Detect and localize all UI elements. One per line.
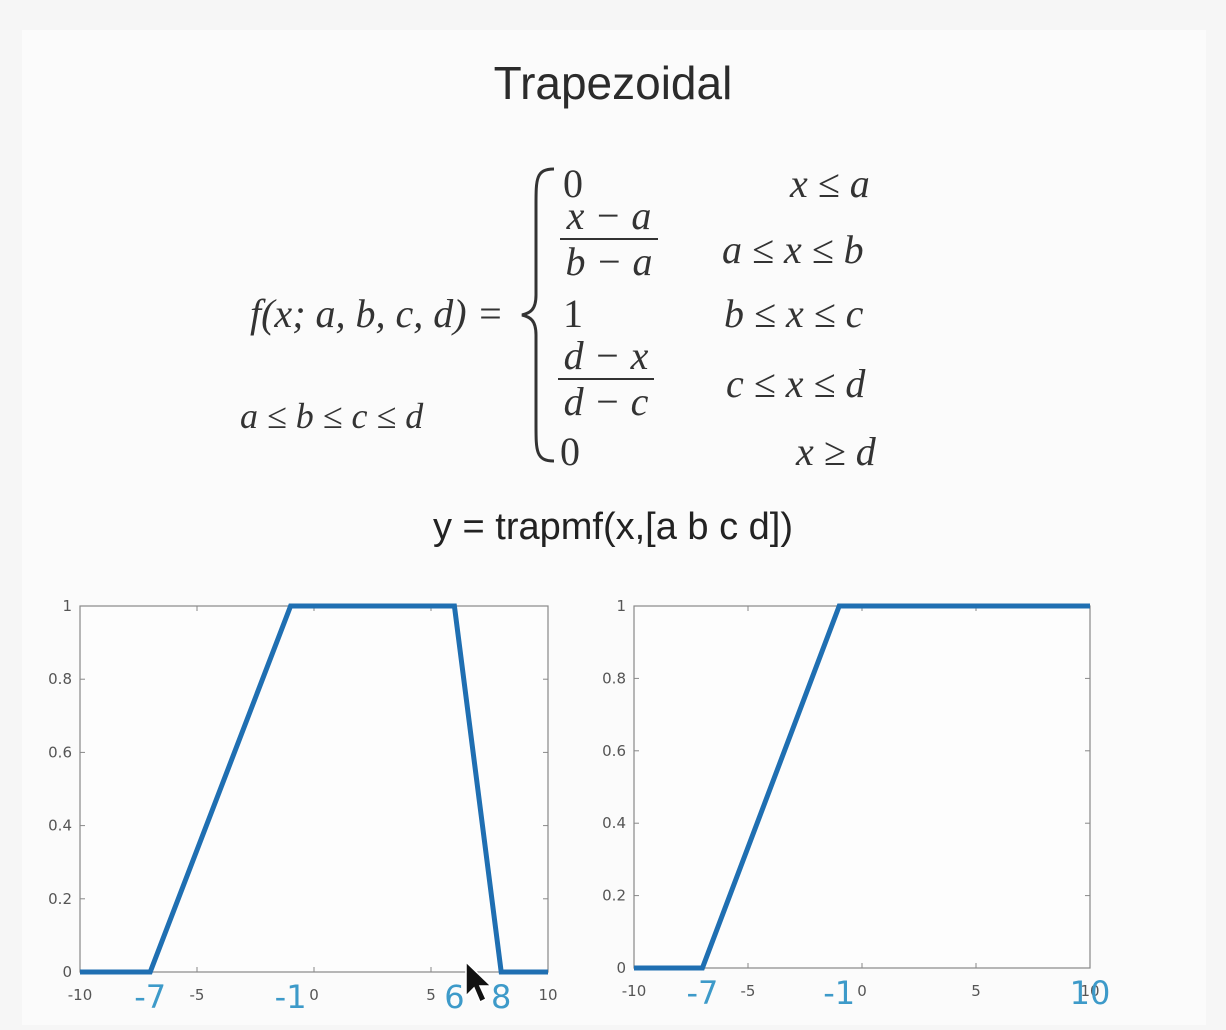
y-tick-label: 0.4 [48,817,72,835]
case-2-numerator: x − a [566,193,652,238]
x-tick-label: -10 [68,986,93,1004]
case-3-condition: b ≤ x ≤ c [724,291,864,336]
formula-brace [521,167,555,463]
y-tick-label: 1 [62,597,72,615]
case-2-condition: a ≤ x ≤ b [722,227,864,272]
case-4-numerator: d − x [563,333,649,378]
x-tick-label: 10 [538,986,557,1004]
case-4-fraction: d − x d − c [558,336,654,422]
plot-area [79,605,549,973]
case-4-condition: c ≤ x ≤ d [726,361,866,406]
y-tick-label: 0.2 [48,890,72,908]
case-1-condition: x ≤ a [790,161,870,206]
case-3-expr: 1 [563,291,583,336]
parameter-annotation: 6 [444,978,464,1016]
fraction-bar [558,378,654,380]
case-4-denominator: d − c [563,379,649,424]
mouse-cursor-icon [465,960,493,1004]
formula-constraint: a ≤ b ≤ c ≤ d [240,396,424,436]
parameter-annotation: 8 [491,978,511,1016]
function-call: y = trapmf(x,[a b c d]) [432,506,794,548]
x-tick-label: 5 [426,986,436,1004]
parameter-annotation: -7 [134,978,166,1016]
case-5-condition: x ≥ d [796,429,876,474]
x-tick-label: 0 [309,986,319,1004]
fraction-bar [560,238,658,240]
y-tick-label: 0 [62,963,72,981]
y-tick-label: 0.8 [48,670,72,688]
x-tick-label: -5 [190,986,205,1004]
case-1-expr: 0 [563,161,583,206]
y-tick-label: 0.6 [48,743,72,761]
membership-line [80,603,548,975]
formula-lhs: f(x; a, b, c, d) = [250,291,504,336]
parameter-annotation: -1 [275,978,307,1016]
slide-title: Trapezoidal [493,57,733,109]
case-5-expr: 0 [560,429,580,474]
case-2-denominator: b − a [565,239,653,284]
case-2-fraction: x − a b − a [560,196,658,282]
